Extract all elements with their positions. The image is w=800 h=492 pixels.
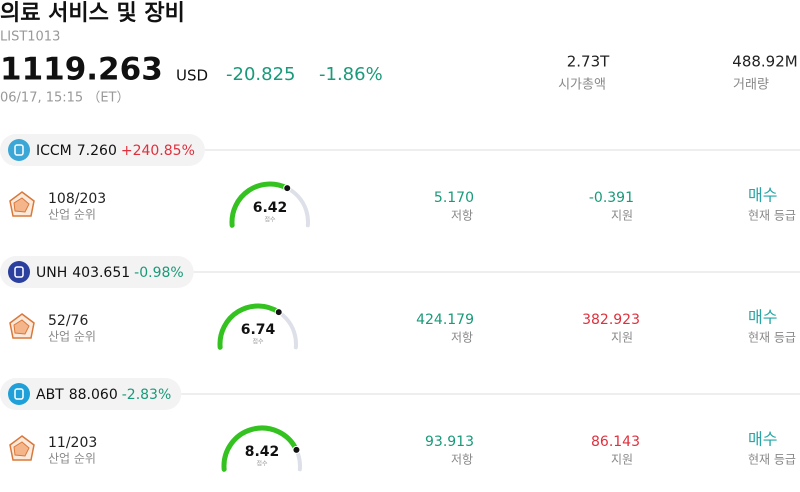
resistance-label: 저항	[451, 209, 473, 223]
code: LIST1013	[0, 30, 60, 45]
stock-change: +240.85%	[121, 143, 195, 159]
rank-label: 산업 순위	[48, 452, 96, 466]
rating-label: 현재 등급	[748, 453, 796, 467]
rating: 매수	[748, 430, 777, 449]
stock-logo	[8, 383, 30, 405]
resistance: 424.179	[416, 312, 474, 328]
stock-change: -0.98%	[134, 265, 184, 281]
change: -20.825	[226, 64, 295, 85]
rating: 매수	[748, 186, 777, 205]
stock-ticker: ABT	[36, 387, 64, 403]
title: 의료 서비스 및 장비	[0, 1, 185, 26]
logo-glyph	[14, 266, 24, 278]
gauge-fill	[217, 303, 282, 350]
stat-value: 2.73T	[567, 53, 610, 71]
stat-value: 488.92M	[732, 53, 797, 71]
rank-label: 산업 순위	[48, 208, 96, 222]
stock-ticker: ICCM	[36, 143, 72, 159]
score: 6.42	[253, 200, 288, 216]
stock-logo	[8, 261, 30, 283]
resistance-label: 저항	[451, 453, 473, 467]
rank-icon-inner	[13, 197, 30, 213]
gauge-dot	[274, 308, 283, 317]
score-label: 점수	[256, 461, 268, 468]
stock-pill	[0, 134, 205, 166]
stock-price: 88.060	[69, 387, 118, 403]
stock-ticker: UNH	[36, 265, 67, 281]
rank-icon-inner	[13, 319, 30, 335]
score: 6.74	[241, 322, 276, 338]
score-label: 점수	[264, 217, 276, 224]
time: 06/17, 15:15 （ET）	[0, 91, 129, 106]
logo-glyph	[14, 144, 24, 156]
stock-price: 7.260	[77, 143, 117, 159]
logo-glyph	[14, 388, 24, 400]
rating-label: 현재 등급	[748, 209, 796, 223]
stock-price: 403.651	[72, 265, 130, 281]
currency: USD	[176, 67, 208, 85]
rank-label: 산업 순위	[48, 330, 96, 344]
stat-label: 거래량	[733, 78, 769, 93]
rating-label: 현재 등급	[748, 331, 796, 345]
stock-pill	[0, 378, 182, 410]
rank-icon-inner	[13, 441, 30, 457]
gauge-fill	[229, 181, 290, 228]
support-label: 지원	[611, 453, 633, 467]
support-label: 지원	[611, 331, 633, 345]
support-label: 지원	[611, 209, 633, 223]
score: 8.42	[245, 444, 280, 460]
change-pct: -1.86%	[319, 64, 383, 85]
score-label: 점수	[252, 339, 264, 346]
resistance: 5.170	[434, 190, 474, 206]
rank: 108/203	[48, 191, 106, 207]
price: 1119.263	[0, 52, 163, 88]
stock-change: -2.83%	[122, 387, 172, 403]
resistance-label: 저항	[451, 331, 473, 345]
support: 382.923	[582, 312, 640, 328]
stock-pill	[0, 256, 194, 288]
gauge-dot	[292, 445, 301, 454]
rating: 매수	[748, 308, 777, 327]
support: -0.391	[589, 190, 634, 206]
stat-label: 시가총액	[558, 78, 606, 93]
gauge-fill	[221, 425, 299, 472]
rank: 11/203	[48, 435, 97, 451]
gauge-dot	[283, 184, 292, 193]
resistance: 93.913	[425, 434, 474, 450]
stock-logo	[8, 139, 30, 161]
support: 86.143	[591, 434, 640, 450]
rank: 52/76	[48, 313, 88, 329]
